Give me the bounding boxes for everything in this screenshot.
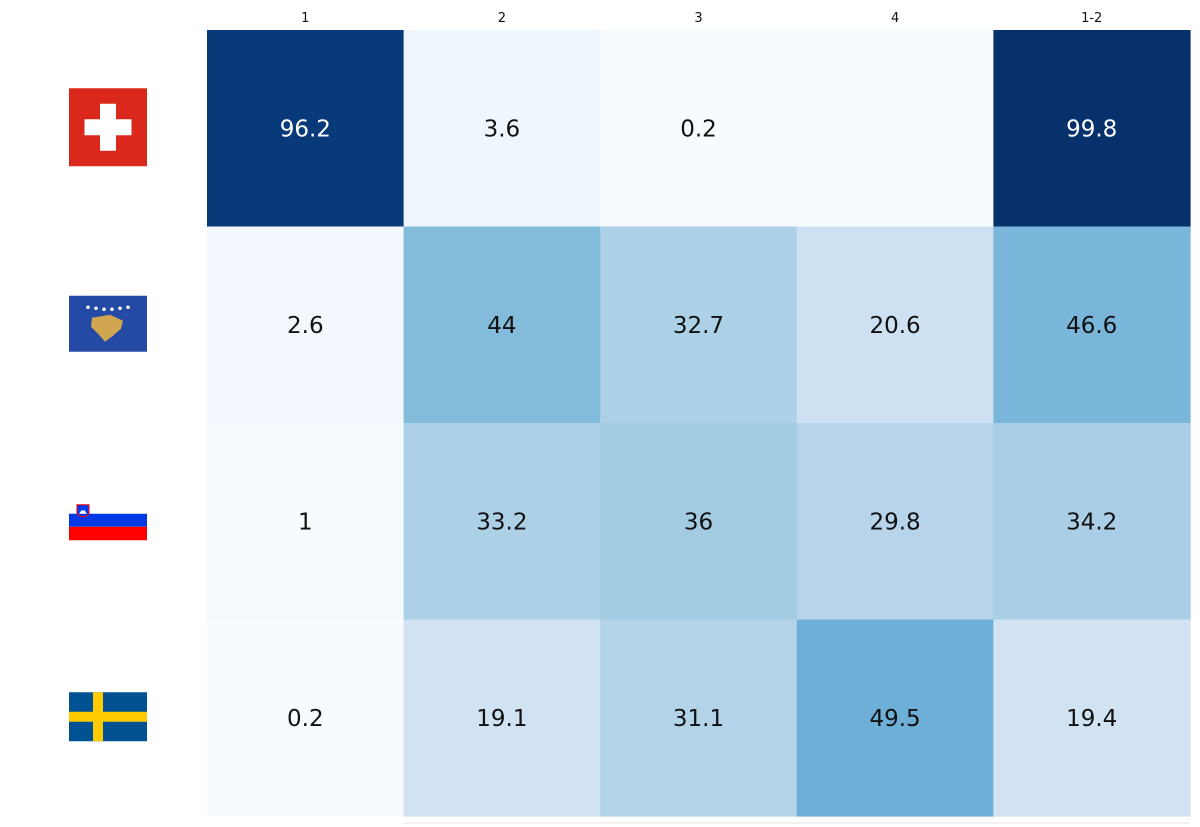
heatmap-cell (403, 423, 601, 621)
cell-value-label: 1 (298, 509, 313, 535)
heatmap-cell (403, 226, 601, 424)
switzerland-flag-icon (69, 88, 147, 167)
cell-value-label: 99.8 (1066, 116, 1117, 142)
heatmap-cell (600, 423, 798, 621)
heatmap-cell (796, 619, 994, 817)
heatmap-cell (796, 226, 994, 424)
cell-value-label: 34.2 (1066, 509, 1117, 535)
cell-value-label: 36 (684, 509, 713, 535)
heatmap-cell (600, 619, 798, 817)
heatmap-cell (403, 619, 601, 817)
slovenia-flag-icon (69, 500, 147, 541)
column-labels: 1 2 3 4 1-2 (301, 11, 1102, 26)
kosovo-flag-icon (69, 295, 147, 352)
cell-value-label: 96.2 (280, 116, 331, 142)
heatmap-cell (993, 619, 1191, 817)
column-label: 3 (694, 11, 702, 26)
heatmap-cell (993, 30, 1191, 228)
cell-value-label: 19.1 (476, 706, 527, 732)
column-label: 4 (891, 11, 899, 26)
heatmap-cell (207, 30, 405, 228)
heatmap-cell (796, 423, 994, 621)
heatmap-cell (600, 30, 798, 228)
cell-value-label: 49.5 (869, 706, 920, 732)
heatmap-cell (207, 423, 405, 621)
cell-value-label: 3.6 (484, 116, 521, 142)
cell-value-label: 0.2 (680, 116, 717, 142)
cell-value-label: 46.6 (1066, 313, 1117, 339)
column-label: 1 (301, 11, 309, 26)
heatmap-cell (993, 226, 1191, 424)
sweden-flag-icon (69, 692, 147, 742)
heatmap-cells: 96.2 3.6 0.2 99.8 2.6 44 32.7 20.6 46.6 1 33.2 36 29… (207, 30, 1191, 817)
heatmap-cell (403, 30, 601, 228)
cell-value-label: 31.1 (673, 706, 724, 732)
column-label: 1-2 (1081, 11, 1102, 26)
row-flags (69, 88, 147, 742)
heatmap-cell (207, 619, 405, 817)
cell-value-label: 2.6 (287, 313, 324, 339)
cell-value-label: 20.6 (869, 313, 920, 339)
heatmap-cell (993, 423, 1191, 621)
cell-value-label: 33.2 (476, 509, 527, 535)
heatmap-cell (600, 226, 798, 424)
cell-value-label: 29.8 (869, 509, 920, 535)
heatmap-cell (207, 226, 405, 424)
cell-value-label: 0.2 (287, 706, 324, 732)
cell-value-label: 19.4 (1066, 706, 1117, 732)
column-label: 2 (498, 11, 506, 26)
cell-value-label: 44 (487, 313, 516, 339)
cell-value-label: 32.7 (673, 313, 724, 339)
heatmap-cell (796, 30, 994, 228)
